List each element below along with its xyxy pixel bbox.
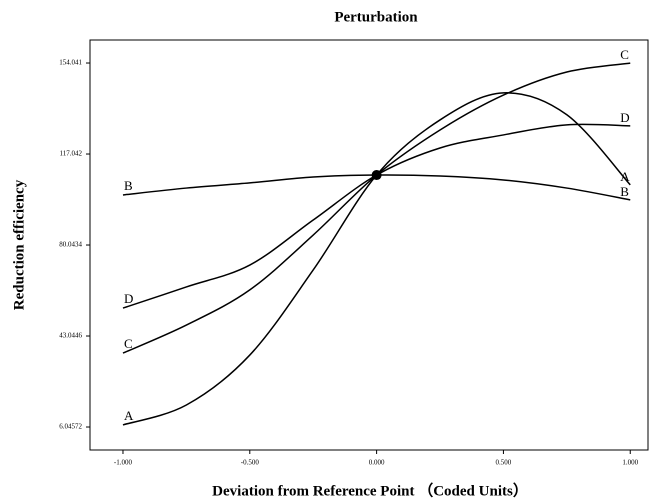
chart-title: Perturbation [334, 9, 418, 25]
plot-frame [89, 39, 649, 451]
x-axis-label: Deviation from Reference Point （Coded Un… [212, 481, 528, 499]
series-label: A [124, 408, 134, 423]
series-label: D [620, 110, 629, 125]
series-line [122, 92, 631, 426]
series-label: B [124, 178, 133, 193]
y-tick-label: 117.042 [60, 150, 83, 158]
y-tick-label: 80.0434 [59, 241, 82, 249]
x-tick-label: 0.500 [496, 459, 512, 467]
series-line [122, 123, 631, 309]
x-tick-label: -0.500 [241, 459, 260, 467]
series-label: A [620, 169, 630, 184]
y-tick-label: 6.04572 [59, 423, 82, 431]
series-label: C [620, 47, 629, 62]
reference-point [371, 170, 382, 181]
y-axis-label: Reduction efficiency [11, 179, 27, 310]
series-label: D [124, 291, 133, 306]
series-label: C [124, 336, 133, 351]
y-tick-label: 43.0446 [59, 332, 82, 340]
x-tick-label: 1.000 [622, 459, 638, 467]
series-label: B [620, 184, 629, 199]
x-tick-label: -1.000 [114, 459, 133, 467]
x-tick-label: 0.000 [369, 459, 385, 467]
y-tick-label: 154.041 [59, 59, 82, 67]
